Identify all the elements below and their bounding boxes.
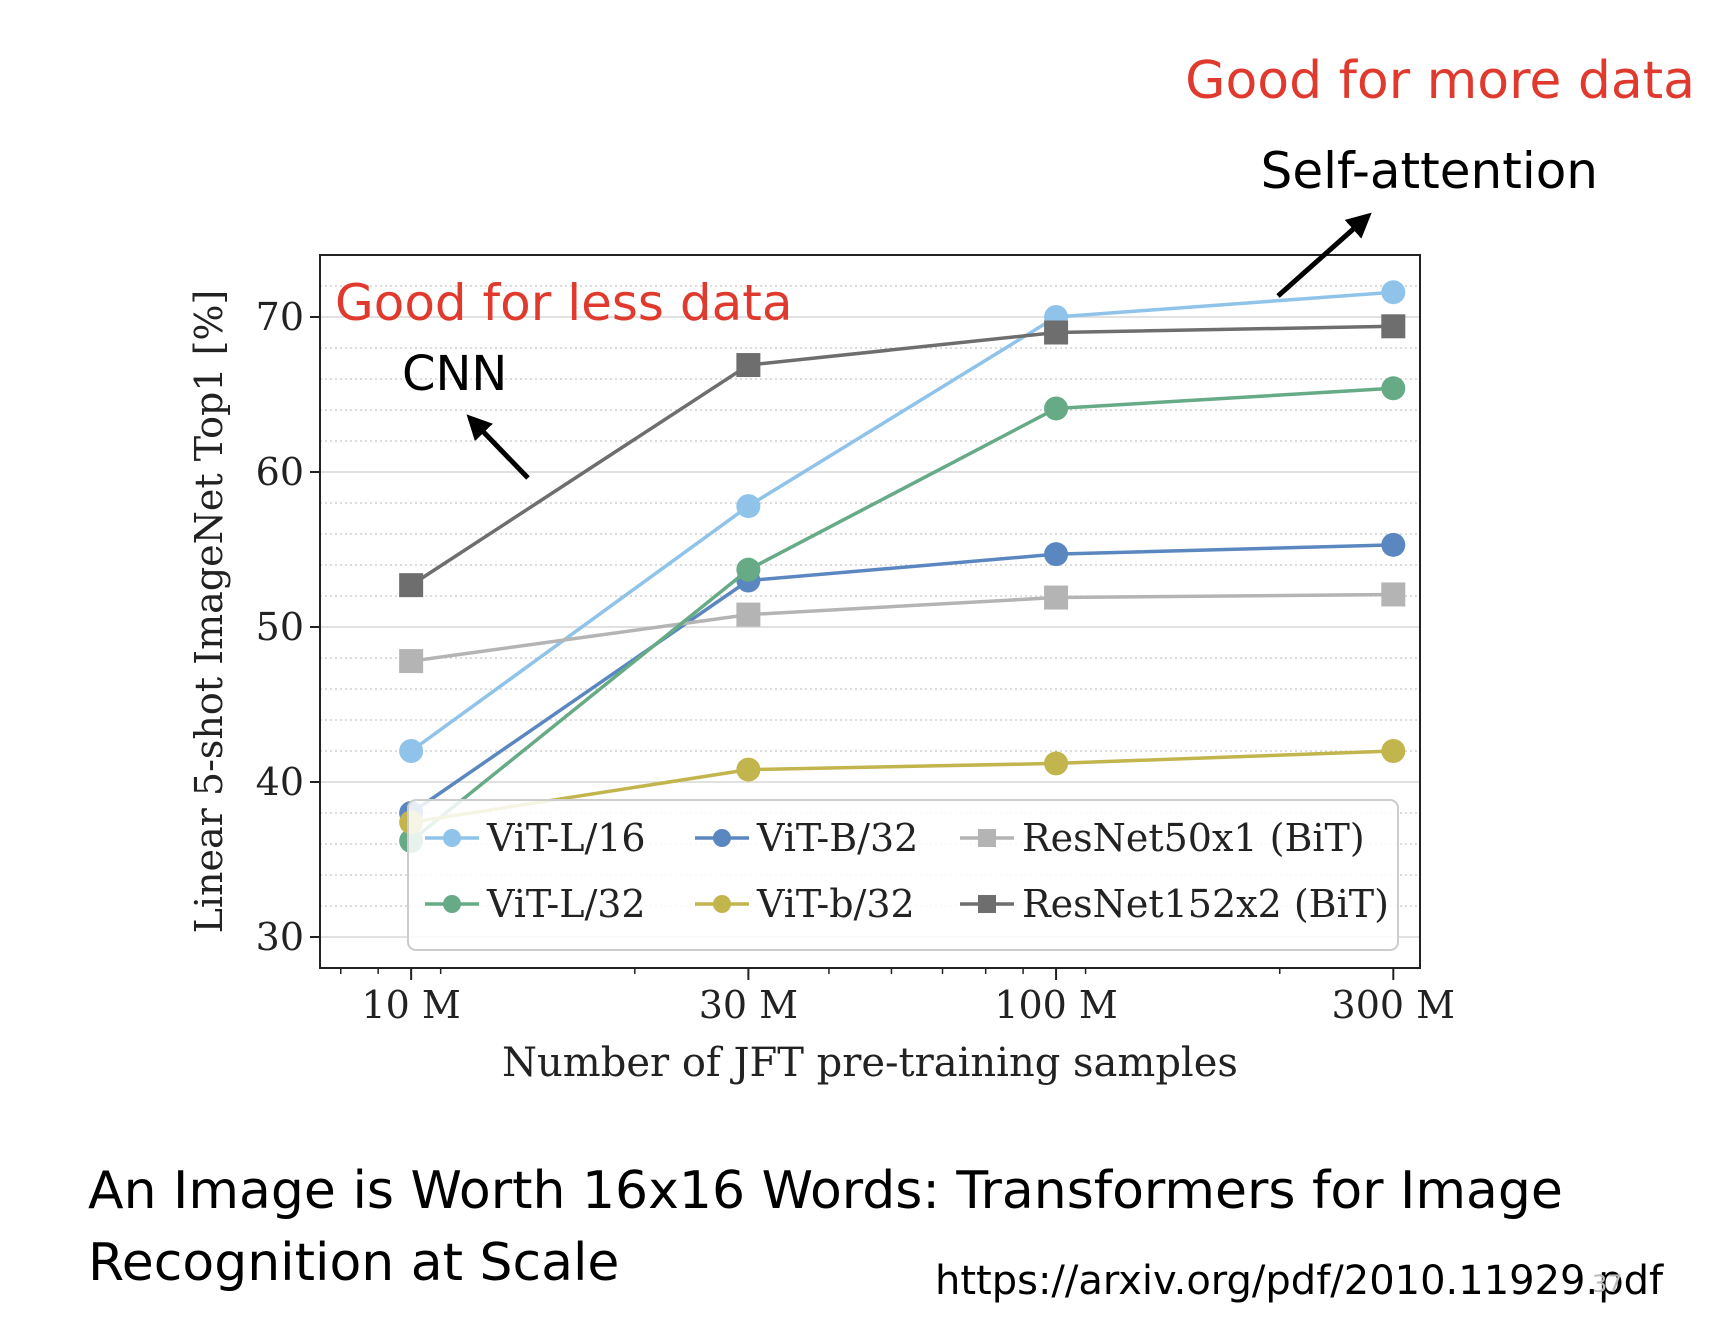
- y-tick-label: 70: [256, 295, 304, 339]
- data-point: [1044, 542, 1069, 567]
- data-point: [399, 573, 424, 598]
- data-point: [399, 649, 424, 674]
- data-point: [1381, 314, 1406, 339]
- series-line: [410, 543, 1394, 815]
- legend-label: ViT-L/32: [486, 882, 646, 926]
- cnn-arrow: [466, 414, 530, 480]
- series-resnet152x2-bit: [399, 314, 1406, 598]
- x-tick-label: 100 M: [994, 983, 1118, 1027]
- x-tick-label: 300 M: [1332, 983, 1456, 1027]
- data-point: [1044, 396, 1069, 421]
- legend-label: ResNet152x2 (BiT): [1022, 882, 1389, 926]
- y-tick-label: 50: [256, 605, 304, 649]
- page-number: 37: [1592, 1270, 1623, 1298]
- data-point: [1381, 376, 1406, 401]
- series-line: [410, 324, 1394, 587]
- annotation-cnn: CNN: [402, 346, 507, 402]
- data-point: [1044, 585, 1069, 610]
- legend-marker: [443, 829, 461, 847]
- annotation-less-data: Good for less data: [335, 274, 792, 332]
- series-vit-l-16: [399, 280, 1406, 763]
- y-tick-label: 40: [256, 760, 304, 804]
- legend-label: ViT-B/32: [756, 816, 918, 860]
- x-tick-label: 30 M: [699, 983, 798, 1027]
- annotation-more-data: Good for more data: [1185, 51, 1695, 111]
- data-point: [736, 353, 761, 378]
- data-point: [1381, 280, 1406, 305]
- legend-marker: [978, 895, 996, 913]
- legend-item: ResNet152x2 (BiT): [960, 882, 1389, 926]
- legend: ViT-L/16 ViT-B/32 ResNet50x1 (BiT) ViT-L/32…: [407, 799, 1399, 951]
- y-tick-label: 30: [256, 915, 304, 959]
- paper-title: An Image is Worth 16x16 Words: Transform…: [88, 1161, 1563, 1293]
- legend-box: [407, 799, 1399, 951]
- series-line: [410, 386, 1394, 843]
- legend-marker: [713, 829, 731, 847]
- series-line: [410, 290, 1394, 753]
- data-point: [736, 557, 761, 582]
- data-point: [1044, 320, 1069, 345]
- legend-label: ViT-L/16: [486, 816, 646, 860]
- legend-marker: [713, 895, 731, 913]
- data-point: [1381, 532, 1406, 557]
- series-vit-l-32: [399, 376, 1406, 853]
- legend-item: ViT-L/32: [425, 882, 646, 926]
- plot-frame: [319, 254, 1421, 969]
- series-line: [410, 592, 1394, 663]
- legend-label: ViT-b/32: [756, 882, 915, 926]
- y-tick-label: 60: [256, 450, 304, 494]
- series-vit-b-32: [399, 532, 1406, 825]
- data-point: [1381, 582, 1406, 607]
- data-point: [736, 602, 761, 627]
- series-layer: [399, 280, 1406, 853]
- paper-url[interactable]: https://arxiv.org/pdf/2010.11929.pdf: [935, 1258, 1664, 1304]
- data-point: [399, 739, 424, 763]
- legend-label: ResNet50x1 (BiT): [1022, 816, 1365, 860]
- x-axis-label: Number of JFT pre-training samples: [502, 1040, 1238, 1086]
- annotation-self-attention: Self-attention: [1261, 142, 1598, 200]
- data-point: [736, 494, 761, 519]
- legend-item: ResNet50x1 (BiT): [960, 816, 1365, 860]
- legend-item: ViT-B/32: [695, 816, 918, 860]
- series-line: [410, 749, 1394, 825]
- self-attention-arrow: [1276, 212, 1372, 298]
- y-axis-label: Linear 5-shot ImageNet Top1 [%]: [187, 290, 231, 934]
- x-tick-label: 10 M: [361, 983, 460, 1027]
- legend-marker: [443, 895, 461, 913]
- legend-item: ViT-L/16: [425, 816, 646, 860]
- legend-marker: [978, 829, 996, 847]
- data-point: [1044, 751, 1069, 776]
- series-resnet50x1-bit: [399, 582, 1406, 674]
- axes: 30 40 50 60 70 10 M 30 M 100 M 300 M: [256, 295, 1455, 1027]
- legend-item: ViT-b/32: [695, 882, 915, 926]
- data-point: [1381, 739, 1406, 763]
- data-point: [736, 757, 761, 782]
